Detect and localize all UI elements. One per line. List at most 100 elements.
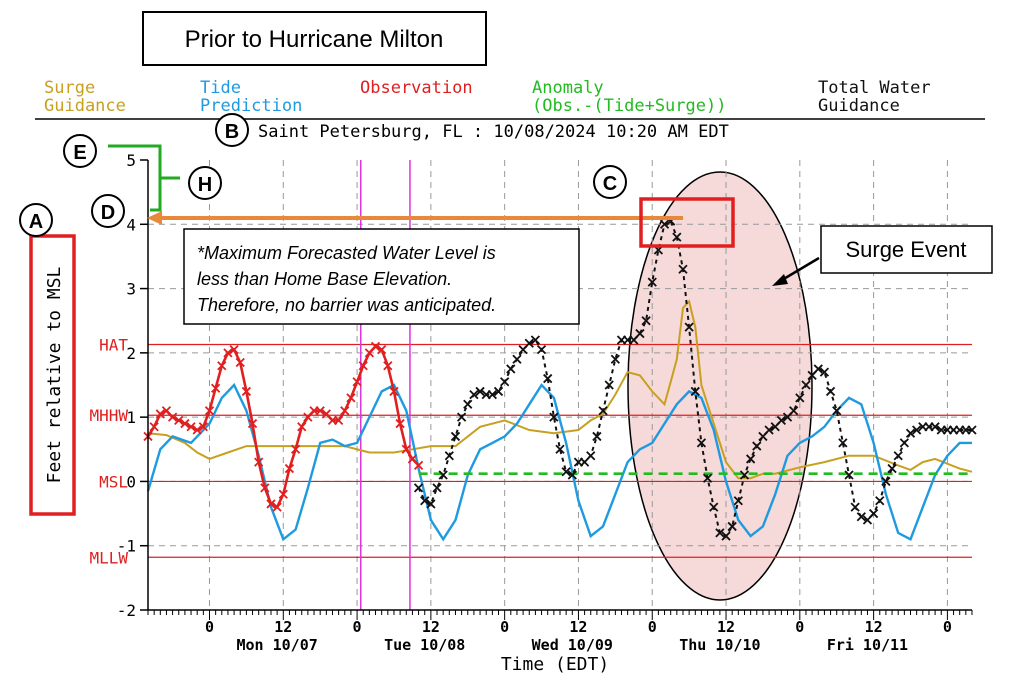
x-axis-label: Time (EDT) (501, 654, 609, 675)
observation-point-12 (217, 361, 227, 371)
x-hour-label-8: 0 (795, 618, 804, 636)
y-tick-label-0: -2 (117, 601, 136, 620)
total-water-point-70 (844, 470, 854, 480)
note-box (183, 228, 580, 325)
y-tick-label-4: 2 (126, 344, 136, 363)
observation-point-40 (389, 386, 399, 397)
observation-point-17 (247, 418, 258, 429)
total-water-point-50 (721, 531, 731, 541)
x-hour-label-9: 12 (865, 618, 883, 636)
total-water-point-53 (739, 470, 750, 480)
observation-point-33 (346, 393, 356, 403)
x-hour-label-10: 0 (943, 618, 952, 636)
total-water-point-6 (450, 431, 461, 442)
ylabel-box (29, 234, 76, 516)
x-hour-label-1: 12 (274, 618, 292, 636)
total-water-point-15 (506, 364, 516, 374)
total-water-point-75 (875, 496, 885, 506)
observation-point-4 (167, 412, 178, 422)
total-water-point-20 (536, 345, 547, 355)
total-water-point-30 (598, 406, 608, 416)
y-tick-label-7: 5 (126, 151, 136, 170)
note-line-2: less than Home Base Elevation. (197, 269, 452, 289)
total-water-point-31 (604, 380, 614, 390)
total-water-point-29 (592, 431, 602, 442)
y-tick-label-2: 0 (126, 472, 136, 491)
legend-item-3-line1: Observation (360, 78, 473, 98)
svg-text:D: D (101, 202, 115, 224)
observation-point-24 (290, 444, 301, 454)
x-hour-label-4: 0 (500, 618, 509, 636)
observation-point-6 (180, 418, 190, 429)
total-water-point-74 (868, 508, 879, 519)
total-water-point-40 (659, 219, 670, 229)
observation-point-23 (284, 463, 295, 474)
total-water-point-77 (887, 463, 897, 474)
total-water-point-3 (432, 483, 442, 493)
total-water-point-9 (469, 390, 479, 400)
observation-point-34 (352, 377, 362, 387)
total-water-point-59 (776, 415, 787, 425)
observation-point-37 (370, 341, 381, 352)
total-water-point-8 (463, 399, 473, 409)
y-tick-label-3: 1 (126, 408, 136, 427)
max-highlight-box (639, 197, 735, 248)
x-day-label-4: Fri 10/11 (827, 636, 908, 654)
observation-point-39 (383, 361, 393, 371)
total-water-point-36 (635, 328, 645, 339)
observation-point-9 (198, 422, 208, 432)
legend-item-5-line1: Total Water (818, 78, 931, 98)
tide-prediction-line (146, 382, 972, 542)
total-water-point-5 (444, 451, 454, 461)
total-water-point-63 (801, 380, 811, 390)
observation-point-20 (266, 499, 276, 509)
total-water-point-51 (727, 521, 737, 532)
observation-point-11 (211, 383, 221, 393)
legend-item-4-line1: Anomaly (532, 78, 604, 98)
observation-point-7 (186, 422, 196, 432)
total-water-point-84 (930, 422, 940, 432)
total-water-point-47 (702, 473, 713, 483)
svg-text:E: E (73, 142, 86, 164)
observation-point-31 (333, 415, 344, 425)
svg-text:A: A (29, 211, 43, 233)
y-tick-label-6: 4 (126, 215, 136, 234)
note-line-3: Therefore, no barrier was anticipated. (197, 295, 496, 315)
observation-point-16 (241, 386, 252, 397)
vertical-markers (360, 160, 411, 610)
total-water-point-22 (549, 412, 559, 422)
observation-point-14 (229, 345, 239, 355)
total-water-point-13 (493, 386, 504, 397)
total-water-point-25 (567, 470, 577, 480)
observation-point-28 (315, 406, 325, 416)
datum-label-msl: MSL (99, 472, 128, 491)
observation-point-42 (401, 444, 411, 454)
total-water-point-16 (512, 354, 522, 364)
total-water-point-78 (893, 451, 903, 461)
observation-point-2 (155, 409, 165, 419)
total-water-point-48 (709, 502, 719, 512)
total-water-point-42 (672, 232, 682, 242)
total-water-point-32 (610, 354, 620, 364)
x-hour-label-5: 12 (569, 618, 587, 636)
total-water-point-46 (696, 438, 707, 448)
x-hour-label-3: 12 (422, 618, 440, 636)
observation-point-1 (149, 422, 159, 432)
svg-text:H: H (198, 174, 212, 196)
total-water-point-14 (500, 377, 510, 387)
observation-point-25 (297, 422, 307, 432)
total-water-point-55 (752, 441, 762, 451)
marker-a: A (19, 203, 53, 237)
x-hour-label-2: 0 (353, 618, 362, 636)
total-water-point-65 (813, 364, 823, 374)
total-water-point-66 (819, 367, 830, 377)
marker-e: E (63, 134, 97, 168)
observation-point-18 (254, 457, 264, 467)
surge-arrow-line (781, 256, 820, 282)
marker-b: B (215, 113, 249, 147)
total-water-point-23 (555, 444, 565, 454)
x-hour-label-0: 0 (205, 618, 214, 636)
marker-d: D (91, 194, 125, 228)
